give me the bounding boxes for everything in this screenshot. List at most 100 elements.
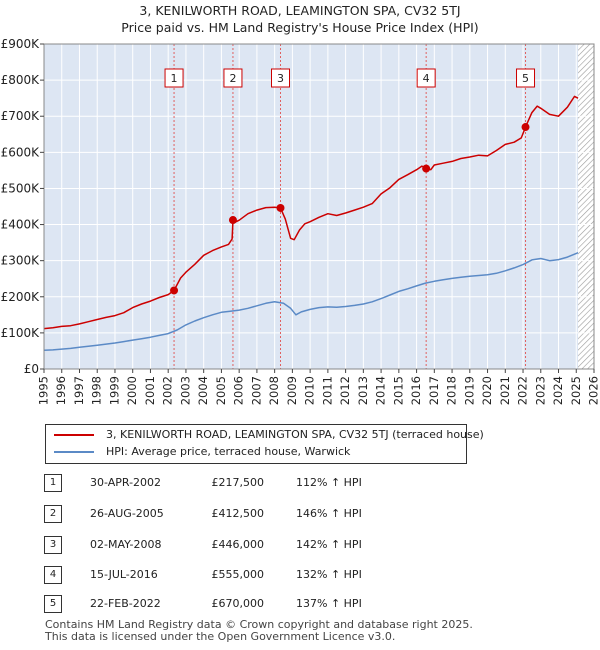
chart-title-line2: Price paid vs. HM Land Registry's House … [121,20,479,35]
x-tick-label: 2012 [338,376,352,405]
y-tick-label: £300K [1,254,41,268]
sale-points [170,123,530,295]
x-tick-label: 2005 [214,376,228,405]
x-tick-label: 2011 [320,376,334,405]
x-tick-label: 2026 [587,376,600,405]
y-tick-label: £700K [1,109,41,123]
sale-date: 26-AUG-2005 [90,507,164,520]
sale-number-badge: 1 [44,474,62,492]
sale-row: 2 26-AUG-2005 £412,500 146% ↑ HPI [0,503,600,525]
x-tick-label: 2021 [498,376,512,405]
axes: £0 £100K £200K £300K £400K £500K £600K £700K £80… [1,37,600,405]
x-tick-label: 1997 [72,376,86,405]
footer-line1: Contains HM Land Registry data © Crown c… [45,618,473,631]
forecast-hatch-region [578,44,594,369]
sale-point [276,203,285,212]
sale-marker-label: 4 [423,72,430,85]
plot-area [44,44,594,369]
series-line [43,95,579,330]
x-tick-label: 2022 [516,376,530,405]
x-tick-label: 1996 [54,376,68,405]
y-tick-label: £500K [1,181,41,195]
x-tick-label: 2002 [161,376,175,405]
sale-hpi-change: 146% ↑ HPI [296,507,362,520]
x-tick-label: 2004 [196,376,210,405]
y-tick-label: £600K [1,145,41,159]
y-tick-label: £200K [1,290,41,304]
x-tick-label: 2016 [409,376,423,405]
x-tick-label: 2006 [232,376,246,405]
sale-date: 02-MAY-2008 [90,538,162,551]
x-tick-label: 2017 [427,376,441,405]
sale-hpi-change: 112% ↑ HPI [296,476,362,489]
sale-marker-box [164,68,184,88]
sale-row: 4 15-JUL-2016 £555,000 132% ↑ HPI [0,564,600,586]
legend-label-property: 3, KENILWORTH ROAD, LEAMINGTON SPA, CV32… [106,428,484,441]
series-lines [43,95,579,351]
y-tick-label: £100K [1,326,41,340]
x-tick-label: 2018 [445,376,459,405]
sale-number-badge: 3 [44,536,62,554]
sale-marker-label: 2 [229,72,236,85]
chart-title: 3, KENILWORTH ROAD, LEAMINGTON SPA, CV32… [0,2,600,36]
x-tick-label: 2015 [391,376,405,405]
legend-swatch-hpi [54,451,94,453]
footer-attribution: Contains HM Land Registry data © Crown c… [45,619,473,643]
sale-hpi-change: 137% ↑ HPI [296,597,362,610]
x-tick-label: 1998 [90,376,104,405]
legend-item-property: 3, KENILWORTH ROAD, LEAMINGTON SPA, CV32… [54,427,484,443]
y-tick-label: £0 [24,362,39,376]
sale-marker-box [271,68,290,88]
x-tick-label: 2020 [480,376,494,405]
x-tick-label: 2024 [551,376,565,405]
sale-marker-box [223,68,243,88]
footer-line2: This data is licensed under the Open Gov… [45,630,396,643]
plot-frame [43,43,595,370]
sale-row: 1 30-APR-2002 £217,500 112% ↑ HPI [0,472,600,494]
sale-date: 22-FEB-2022 [90,597,161,610]
x-tick-label: 2000 [125,376,139,405]
sale-price: £670,000 [211,597,265,610]
series-line [43,252,579,351]
x-tick-label: 2014 [374,376,388,405]
chart-title-line1: 3, KENILWORTH ROAD, LEAMINGTON SPA, CV32… [139,3,461,18]
sale-row: 3 02-MAY-2008 £446,000 142% ↑ HPI [0,534,600,556]
sale-marker-label: 1 [171,72,178,85]
sale-point [422,164,431,173]
x-tick-label: 2010 [303,376,317,405]
x-tick-label: 2025 [569,376,583,405]
y-tick-label: £900K [1,37,41,51]
sale-marker-label: 3 [277,72,284,85]
x-tick-label: 2008 [267,376,281,405]
sale-number-badge: 5 [44,595,62,613]
x-tick-label: 2013 [356,376,370,405]
sale-point [228,216,237,225]
sale-point [170,286,179,295]
sale-point [521,123,530,132]
sale-hpi-change: 132% ↑ HPI [296,568,362,581]
x-tick-label: 2001 [143,376,157,405]
price-chart: 1 2 3 4 5 £0 £100K £200K £300K £400K £500K £600K £7… [1,37,600,405]
sale-price: £446,000 [211,538,265,551]
sale-price: £412,500 [211,507,265,520]
sale-price: £555,000 [211,568,265,581]
sale-date: 30-APR-2002 [90,476,162,489]
plot-background [44,44,594,369]
x-tick-label: 1995 [37,376,51,405]
sale-marker-box [516,68,536,88]
sale-price: £217,500 [211,476,265,489]
x-tick-label: 1999 [107,376,121,405]
sale-number-badge: 2 [44,505,62,523]
y-tick-label: £800K [1,73,41,87]
legend: 3, KENILWORTH ROAD, LEAMINGTON SPA, CV32… [45,424,484,464]
sale-row: 5 22-FEB-2022 £670,000 137% ↑ HPI [0,593,600,615]
sale-hpi-change: 142% ↑ HPI [296,538,362,551]
x-tick-label: 2009 [285,376,299,405]
sale-marker-box [416,68,436,88]
sale-marker-lines: 1 2 3 4 5 [164,44,536,369]
legend-label-hpi: HPI: Average price, terraced house, Warw… [106,445,351,458]
x-tick-label: 2023 [533,376,547,405]
legend-swatch-property [54,434,94,436]
legend-item-hpi: HPI: Average price, terraced house, Warw… [54,444,350,460]
y-tick-label: £400K [1,218,41,232]
